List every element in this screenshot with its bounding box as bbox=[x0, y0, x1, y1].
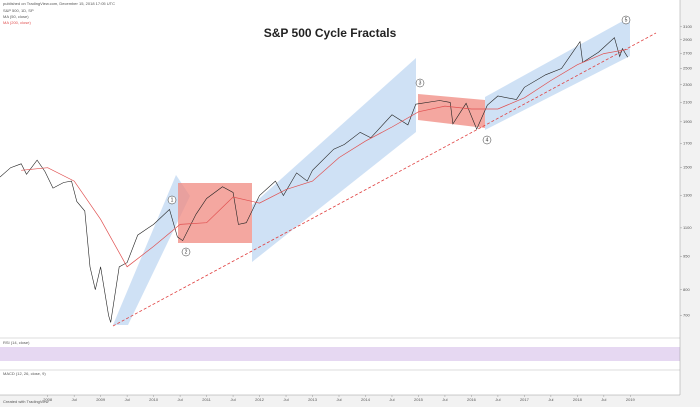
annotation-circle bbox=[621, 15, 631, 25]
x-tick-label: Jul bbox=[125, 397, 130, 402]
annotation: 4 bbox=[486, 138, 489, 144]
x-tick-label: 2016 bbox=[467, 397, 477, 402]
x-tick-label: 2010 bbox=[149, 397, 159, 402]
annotation: 1 bbox=[171, 198, 174, 204]
y-tick-label: 3100 bbox=[683, 24, 693, 29]
y-tick-label: 1300 bbox=[683, 193, 693, 198]
annotation: 2 bbox=[185, 250, 188, 256]
x-tick-label: Jul bbox=[231, 397, 236, 402]
trend-line bbox=[112, 32, 657, 327]
x-tick-label: Jul bbox=[283, 397, 288, 402]
y-tick-label: 2700 bbox=[683, 51, 693, 56]
annotation: 5 bbox=[625, 18, 628, 24]
channel bbox=[252, 58, 416, 262]
y-tick-label: 1500 bbox=[683, 165, 693, 170]
x-tick-label: Jul bbox=[495, 397, 500, 402]
y-tick-label: 700 bbox=[683, 313, 690, 318]
chart-title: S&P 500 Cycle Fractals bbox=[264, 26, 397, 40]
rsi-label: RSI (14, close) bbox=[3, 340, 30, 345]
x-tick-label: 2013 bbox=[308, 397, 318, 402]
annotation-circle bbox=[167, 195, 177, 205]
x-tick-label: 2017 bbox=[520, 397, 530, 402]
published: published on TradingView.com, December 1… bbox=[3, 1, 115, 6]
x-tick-label: Jul bbox=[336, 397, 341, 402]
x-tick-label: Jul bbox=[178, 397, 183, 402]
x-tick-label: 2008 bbox=[43, 397, 53, 402]
x-tick-label: 2019 bbox=[626, 397, 636, 402]
annotation-circle bbox=[181, 247, 191, 257]
macd-label: MACD (12, 26, close, 9) bbox=[3, 371, 46, 376]
x-tick-label: 2015 bbox=[414, 397, 424, 402]
footer: Created with TradingView bbox=[3, 399, 49, 404]
y-tick-label: 1900 bbox=[683, 119, 693, 124]
x-tick-label: 2009 bbox=[96, 397, 106, 402]
y-tick-label: 1100 bbox=[683, 225, 692, 230]
rsi-band bbox=[0, 347, 680, 361]
x-tick-label: 2012 bbox=[255, 397, 265, 402]
annotation-circle bbox=[482, 135, 492, 145]
y-tick-label: 2500 bbox=[683, 66, 693, 71]
y-tick-label: 950 bbox=[683, 253, 690, 258]
y-tick-label: 2100 bbox=[683, 99, 693, 104]
y-tick-label: 800 bbox=[683, 287, 690, 292]
legend-entry: MA (200, close) bbox=[3, 20, 31, 25]
x-tick-label: Jul bbox=[72, 397, 77, 402]
annotation-circle bbox=[415, 78, 425, 88]
y-tick-label: 2300 bbox=[683, 82, 693, 87]
x-tick-label: Jul bbox=[601, 397, 606, 402]
annotation: 3 bbox=[419, 81, 422, 87]
legend-entry: S&P 500, 1D, SP bbox=[3, 8, 34, 13]
x-tick-label: Jul bbox=[548, 397, 553, 402]
x-tick-label: 2018 bbox=[573, 397, 583, 402]
y-tick-label: 2900 bbox=[683, 37, 693, 42]
x-tick-label: 2011 bbox=[202, 397, 211, 402]
price-line bbox=[21, 48, 628, 268]
channel bbox=[113, 175, 190, 325]
price-line bbox=[0, 37, 628, 323]
x-tick-label: 2014 bbox=[361, 397, 371, 402]
x-tick-label: Jul bbox=[442, 397, 447, 402]
fractal-box bbox=[178, 183, 252, 243]
y-tick-label: 1700 bbox=[683, 140, 693, 145]
channel bbox=[485, 17, 630, 130]
legend-entry: MA (50, close) bbox=[3, 14, 29, 19]
x-tick-label: Jul bbox=[389, 397, 394, 402]
